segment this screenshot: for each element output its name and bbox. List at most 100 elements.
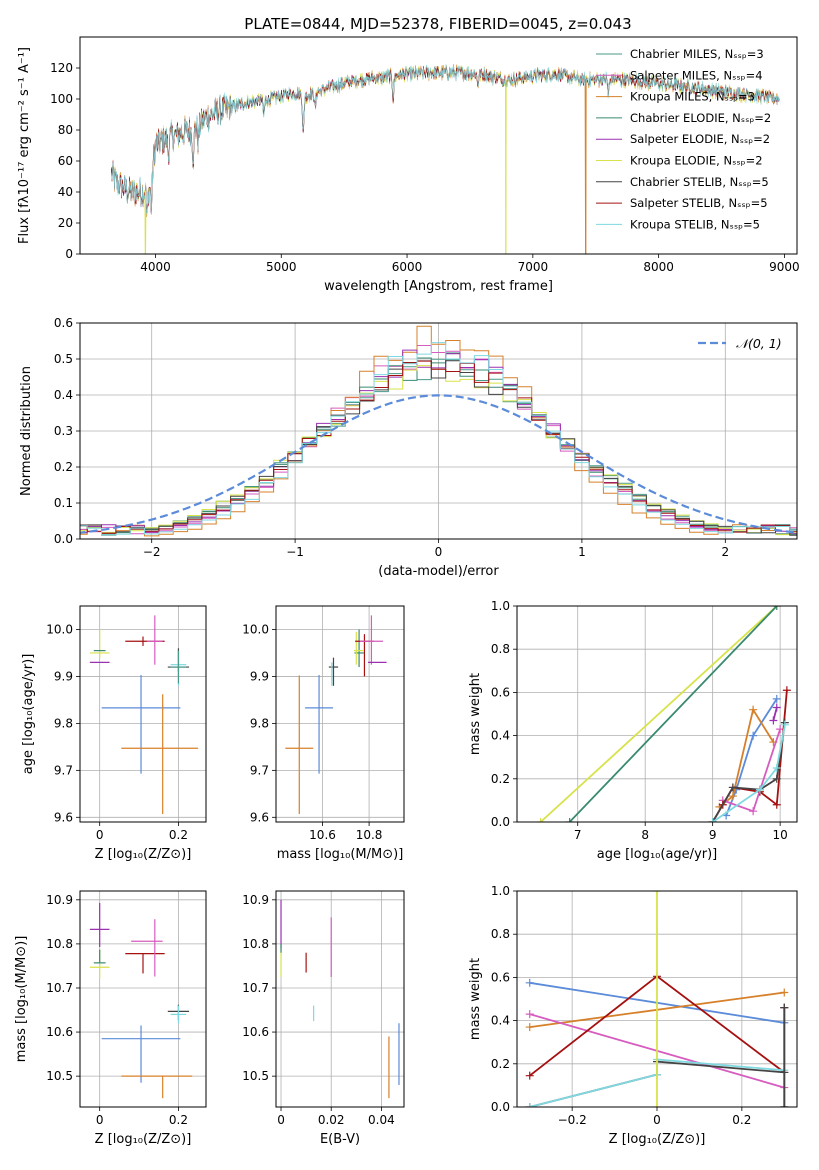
legend-label: Chabrier STELIB, Nₛₛₚ=5: [630, 175, 769, 189]
y-axis-label: mass [log₁₀(M/M⊙)]: [14, 936, 29, 1063]
mass-weight-vs-age-panel: 7 8 9 10 0.0 0.2 0.4 0.6 0.8 1.0 age [log₁₀(age/yr…: [468, 599, 798, 862]
axes-frame: [79, 605, 207, 823]
x-tick-label: 0: [435, 545, 443, 559]
x-tick-label: 2: [721, 545, 729, 559]
x-tick-label: 0: [277, 1113, 285, 1127]
y-tick-label: 0.4: [491, 1014, 510, 1028]
x-axis-label: wavelength [Angstrom, rest frame]: [324, 279, 553, 294]
series-marker: [772, 764, 781, 772]
x-tick-label: 0: [653, 1113, 661, 1127]
y-tick-label: 0.6: [491, 685, 510, 699]
x-axis-label: Z [log₁₀(Z/Z⊙)]: [95, 1132, 192, 1147]
mass-vs-metallicity-panel: 0 0.2 10.5 10.6 10.7 10.8 10.9 Z [log₁₀(Z/Z⊙)] m…: [14, 890, 207, 1147]
y-tick-label: 0.6: [491, 970, 510, 984]
histogram-series-step: [80, 349, 797, 534]
y-tick-label: 120: [50, 61, 73, 75]
y-tick-label: 10.8: [242, 937, 269, 951]
plot-area: [80, 325, 797, 537]
legend-label: Kroupa MILES, Nₛₛₚ=3: [630, 90, 755, 104]
legend-label: Kroupa STELIB, Nₛₛₚ=5: [630, 217, 760, 231]
y-tick-label: 40: [58, 185, 73, 199]
x-tick-label: 0.02: [318, 1113, 345, 1127]
x-tick-label: 4000: [140, 260, 171, 274]
x-tick-label: −2: [143, 545, 161, 559]
y-tick-label: 10.8: [46, 937, 73, 951]
axes-frame: [516, 605, 798, 823]
x-tick-label: −1: [286, 545, 304, 559]
y-tick-label: 0.1: [54, 496, 73, 510]
normal-distribution-curve: [80, 394, 797, 534]
y-tick-label: 0: [65, 247, 73, 261]
y-tick-label: 0.4: [54, 388, 73, 402]
series-marker: [525, 978, 534, 987]
x-axis-label: age [log₁₀(age/yr)]: [597, 847, 718, 862]
y-tick-label: 9.9: [250, 669, 269, 683]
y-tick-label: 1.0: [491, 599, 510, 613]
y-tick-label: 0.8: [491, 642, 510, 656]
histogram-series-step: [80, 342, 797, 536]
y-tick-label: 0.2: [54, 460, 73, 474]
x-tick-label: 0: [96, 1113, 104, 1127]
series-marker: [780, 988, 789, 997]
y-tick-label: 10.0: [46, 622, 73, 636]
legend-label: Salpeter MILES, Nₛₛₚ=4: [630, 68, 763, 82]
age-vs-metallicity-panel: 0 0.2 9.6 9.7 9.8 9.9 10.0 Z [log₁₀(Z/Z⊙)] age […: [21, 605, 207, 862]
series-marker: [749, 705, 758, 714]
y-tick-label: 60: [58, 154, 73, 168]
y-tick-label: 9.8: [54, 716, 73, 730]
axes-frame: [516, 890, 798, 1108]
y-tick-label: 0.0: [491, 815, 510, 829]
legend-label: Salpeter ELODIE, Nₛₛₚ=2: [630, 132, 770, 146]
series-marker: [782, 686, 791, 695]
y-tick-label: 0.5: [54, 352, 73, 366]
legend-label: 𝒩(0, 1): [736, 336, 782, 351]
series-marker: [772, 606, 781, 610]
x-tick-label: 0.2: [169, 828, 188, 842]
axes-frame: [79, 890, 207, 1108]
x-tick-label: 7000: [518, 260, 549, 274]
axes-frame: [275, 605, 405, 823]
y-tick-label: 9.7: [250, 763, 269, 777]
series-marker: [728, 792, 737, 801]
histogram-series-step: [80, 360, 797, 536]
legend-label: Kroupa ELODIE, Nₛₛₚ=2: [630, 154, 763, 168]
y-tick-label: 0.6: [54, 316, 73, 330]
x-tick-label: 5000: [266, 260, 297, 274]
y-tick-label: 10.7: [242, 981, 269, 995]
histogram-series-step: [80, 325, 797, 537]
series-marker: [772, 703, 781, 712]
plot-area: [525, 891, 789, 1107]
x-tick-label: 8: [641, 828, 649, 842]
y-tick-label: 80: [58, 123, 73, 137]
y-tick-label: 10.9: [242, 893, 269, 907]
series-marker: [653, 1103, 661, 1107]
series-marker: [653, 891, 661, 895]
x-tick-label: 0.2: [732, 1113, 751, 1127]
y-tick-label: 0.8: [491, 927, 510, 941]
residual-histogram-panel: −2 −1 0 1 2 0.0 0.1 0.2 0.3 0.4 0.5 0.6 (data-model)…: [19, 316, 798, 579]
y-tick-label: 0.0: [54, 532, 73, 546]
y-axis-label: mass weight: [468, 673, 483, 755]
legend-label: Salpeter STELIB, Nₛₛₚ=5: [630, 196, 768, 210]
y-tick-label: 10.5: [242, 1069, 269, 1083]
plot-area: [536, 606, 791, 822]
y-axis-label: Normed distribution: [19, 366, 34, 496]
x-tick-label: 9: [709, 828, 717, 842]
x-axis-label: mass [log₁₀(M/M⊙)]: [277, 847, 404, 862]
x-tick-label: −0.2: [558, 1113, 587, 1127]
series-marker: [708, 818, 717, 822]
series-marker: [525, 1071, 534, 1080]
x-axis-label: (data-model)/error: [378, 564, 499, 579]
age-vs-mass-panel: 10.6 10.8 9.6 9.7 9.8 9.9 10.0 mass [log₁₀(M/M⊙…: [242, 605, 405, 862]
series-marker: [565, 818, 574, 822]
plot-area: [89, 615, 199, 815]
legend-label: Chabrier ELODIE, Nₛₛₚ=2: [630, 111, 771, 125]
series-marker: [772, 774, 781, 783]
plot-area: [89, 902, 193, 1099]
series-marker: [780, 1103, 789, 1107]
figure-title: PLATE=0844, MJD=52378, FIBERID=0045, z=0…: [244, 15, 631, 33]
y-tick-label: 10.9: [46, 893, 73, 907]
y-tick-label: 9.6: [54, 810, 73, 824]
x-tick-label: 1: [578, 545, 586, 559]
